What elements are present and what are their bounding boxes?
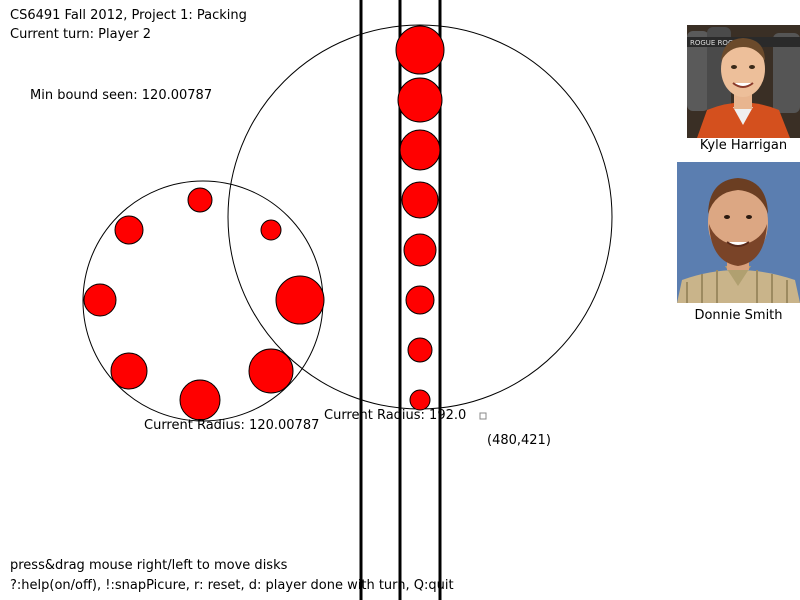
disk[interactable] xyxy=(397,77,443,123)
disk[interactable] xyxy=(110,352,148,390)
disk[interactable] xyxy=(409,389,431,411)
disk[interactable] xyxy=(275,275,325,325)
disk[interactable] xyxy=(260,219,282,241)
cursor-marker xyxy=(479,412,487,420)
author-name-top: Kyle Harrigan xyxy=(699,138,788,153)
mouse-coordinates: (480,421) xyxy=(487,433,551,448)
disk[interactable] xyxy=(179,379,221,421)
app-title: CS6491 Fall 2012, Project 1: Packing xyxy=(10,8,247,23)
disk[interactable] xyxy=(407,337,433,363)
left-radius-readout: Current Radius: 120.00787 xyxy=(144,418,320,433)
disk[interactable] xyxy=(401,181,439,219)
portrait-image: ROGUE ROGUE xyxy=(687,25,800,138)
photo-sign: ROGUE ROGUE xyxy=(690,39,743,47)
author-photo-donnie xyxy=(677,162,800,303)
help-line-1: press&drag mouse right/left to move disk… xyxy=(10,558,288,573)
disk[interactable] xyxy=(187,187,213,213)
disk[interactable] xyxy=(248,348,294,394)
min-bound-readout: Min bound seen: 120.00787 xyxy=(30,88,213,103)
author-photo-kyle: ROGUE ROGUE xyxy=(687,25,800,138)
disk[interactable] xyxy=(395,25,445,75)
right-radius-readout: Current Radius: 192.0 xyxy=(324,408,467,423)
disk[interactable] xyxy=(403,233,437,267)
help-line-2: ?:help(on/off), !:snapPicure, r: reset, … xyxy=(10,578,454,593)
disk[interactable] xyxy=(83,283,117,317)
disk[interactable] xyxy=(114,215,144,245)
author-name-bottom: Donnie Smith xyxy=(694,308,783,323)
current-turn: Current turn: Player 2 xyxy=(10,27,152,42)
disk[interactable] xyxy=(405,285,435,315)
portrait-image xyxy=(677,162,800,303)
disk[interactable] xyxy=(399,129,441,171)
